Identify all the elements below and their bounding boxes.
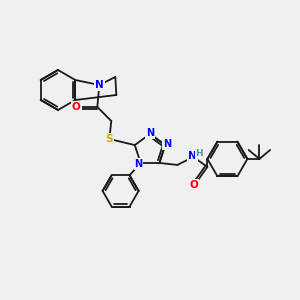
Text: O: O (189, 180, 198, 190)
Text: S: S (106, 134, 113, 144)
Text: N: N (134, 159, 143, 169)
Text: N: N (95, 80, 104, 90)
Text: O: O (72, 102, 81, 112)
Text: N: N (188, 151, 197, 161)
Text: N: N (163, 139, 171, 149)
Text: H: H (196, 149, 203, 158)
Text: N: N (146, 128, 154, 138)
